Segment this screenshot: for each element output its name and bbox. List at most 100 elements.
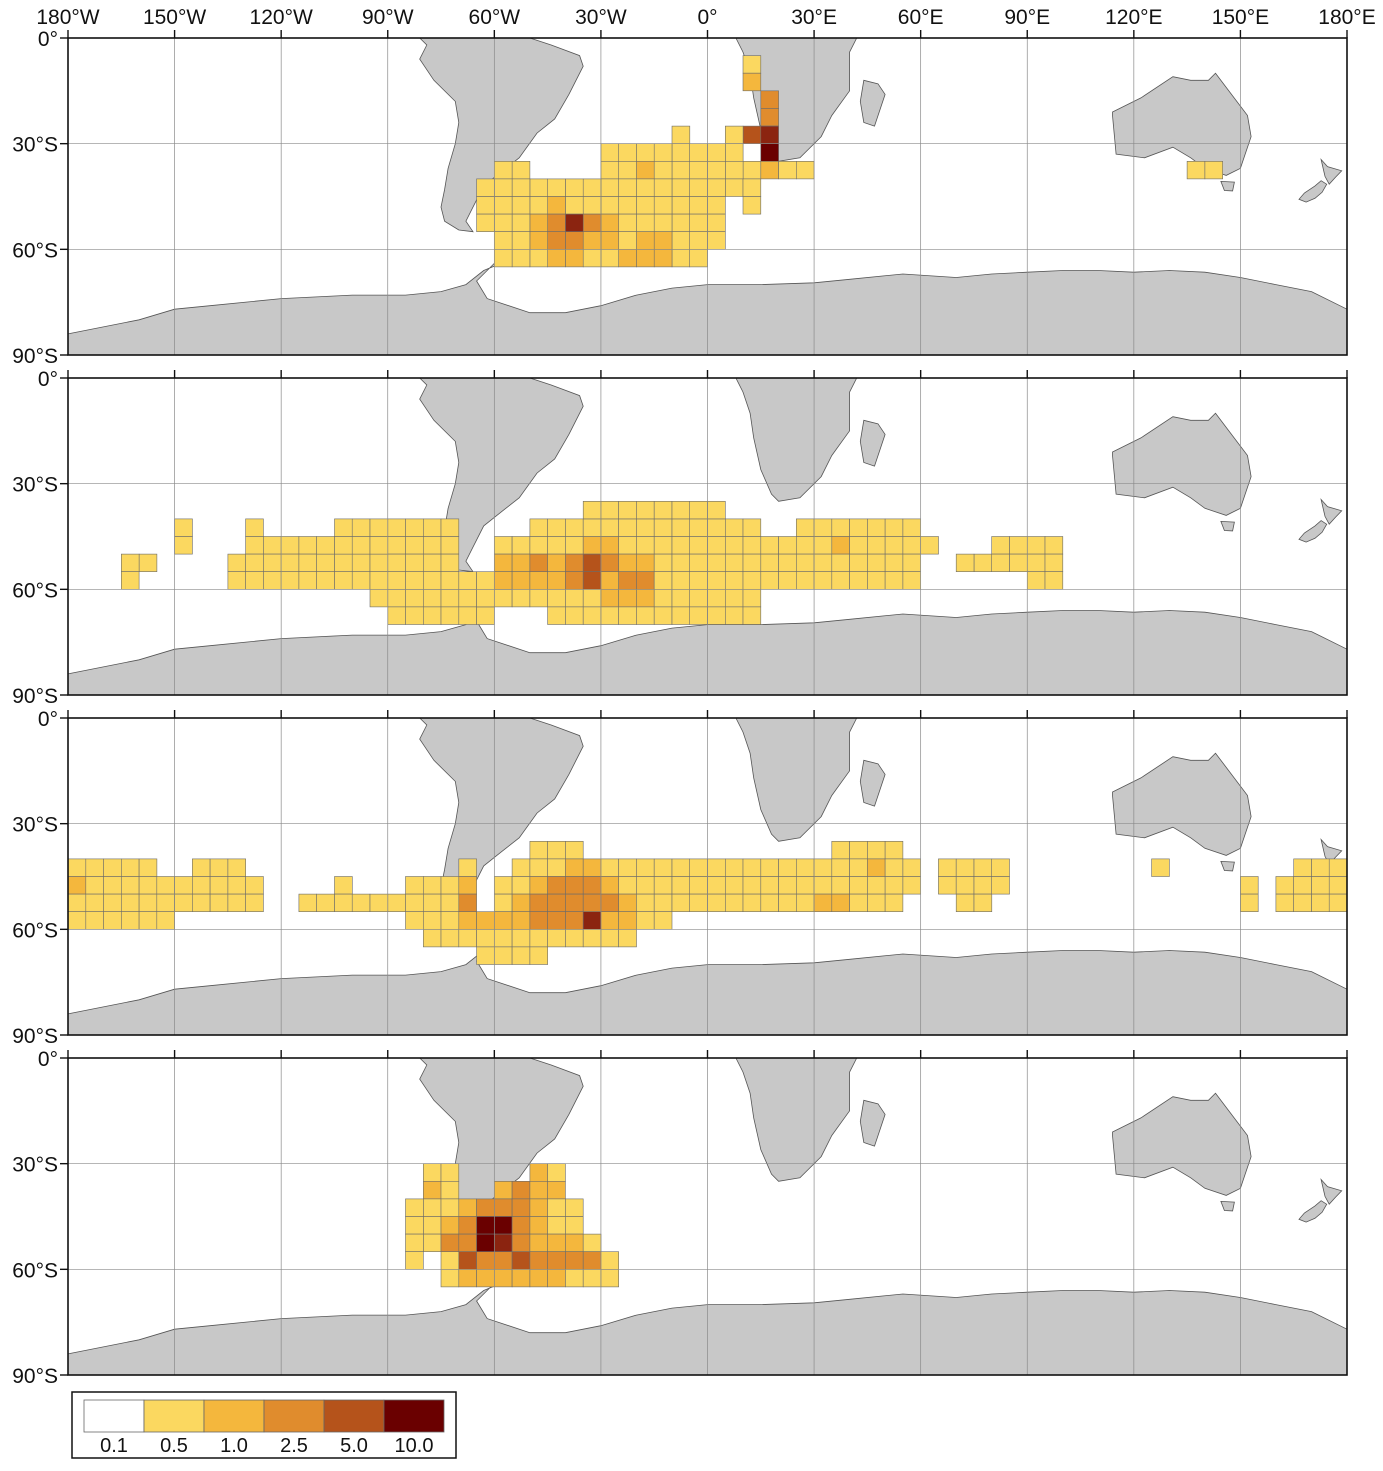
- effort-cell: [653, 213, 673, 233]
- effort-cell: [138, 553, 158, 572]
- effort-cell: [671, 553, 691, 572]
- lat-tick-label: 30°S: [12, 134, 58, 157]
- effort-cell: [867, 858, 886, 877]
- effort-cell: [671, 876, 691, 895]
- legend-swatch: [263, 1399, 325, 1433]
- effort-cell: [529, 1181, 549, 1200]
- effort-cell: [511, 178, 531, 197]
- lat-tick-label: 0°: [38, 708, 58, 731]
- effort-cell: [1204, 161, 1224, 180]
- effort-cell: [422, 893, 442, 912]
- effort-cell: [618, 161, 637, 180]
- effort-cell: [600, 249, 620, 268]
- effort-cell: [334, 893, 353, 912]
- lon-tick-label: 150°E: [1212, 6, 1269, 29]
- effort-cell: [405, 893, 424, 912]
- effort-cell: [387, 606, 406, 625]
- effort-cell: [831, 858, 850, 877]
- effort-cell: [422, 553, 442, 572]
- effort-cell: [618, 553, 637, 572]
- effort-cell: [316, 553, 335, 572]
- effort-cell: [1044, 553, 1064, 572]
- effort-cell: [795, 553, 815, 572]
- effort-cell: [529, 893, 549, 912]
- effort-cell: [369, 588, 389, 608]
- effort-cell: [1044, 536, 1064, 555]
- effort-cell: [458, 928, 477, 948]
- effort-cell: [760, 571, 779, 590]
- effort-cell: [973, 876, 993, 895]
- effort-cell: [902, 553, 922, 572]
- effort-cell: [955, 858, 975, 877]
- effort-cell: [103, 858, 122, 877]
- effort-cell: [511, 249, 531, 268]
- land-africa: [735, 377, 858, 502]
- effort-cell: [440, 571, 460, 590]
- effort-cell: [707, 143, 726, 162]
- effort-cell: [405, 1198, 424, 1217]
- effort-cell: [422, 571, 442, 590]
- effort-cell: [245, 536, 264, 555]
- effort-cell: [1240, 893, 1259, 912]
- effort-cell: [422, 536, 442, 555]
- effort-cell: [955, 893, 975, 912]
- legend-swatch: [143, 1399, 205, 1433]
- effort-cell: [405, 1251, 424, 1270]
- effort-cell: [529, 553, 549, 572]
- lon-tick-label: 90°E: [1004, 6, 1050, 29]
- effort-cell: [493, 946, 513, 965]
- effort-cell: [760, 553, 779, 572]
- effort-cell: [636, 858, 655, 877]
- effort-cell: [671, 893, 691, 912]
- effort-cell: [67, 911, 87, 930]
- effort-cell: [795, 876, 815, 895]
- effort-cell: [938, 858, 957, 877]
- effort-cell: [476, 178, 495, 197]
- effort-cell: [298, 553, 317, 572]
- effort-cell: [1293, 858, 1312, 877]
- graticule: [68, 718, 1347, 1035]
- effort-cell: [511, 536, 531, 555]
- effort-cell: [636, 213, 655, 233]
- effort-cell: [245, 893, 264, 912]
- effort-cell: [742, 518, 762, 537]
- effort-cell: [547, 536, 566, 555]
- effort-cells: [476, 55, 1224, 268]
- effort-cell: [493, 1198, 513, 1217]
- effort-cell: [653, 249, 673, 268]
- effort-cell: [547, 1198, 566, 1217]
- effort-cell: [422, 1163, 442, 1182]
- effort-cell: [476, 1198, 495, 1217]
- effort-cell: [724, 518, 744, 537]
- effort-cell: [831, 876, 850, 895]
- effort-cell: [867, 840, 886, 860]
- effort-cell: [493, 536, 513, 555]
- effort-cell: [121, 553, 140, 572]
- effort-cell: [369, 518, 389, 537]
- effort-cell: [636, 571, 655, 590]
- effort-cell: [565, 1216, 584, 1235]
- effort-cell: [440, 1216, 460, 1235]
- effort-cell: [245, 571, 264, 590]
- effort-cell: [636, 500, 655, 520]
- effort-cell: [849, 876, 868, 895]
- effort-cell: [565, 553, 584, 572]
- effort-cell: [547, 1216, 566, 1235]
- effort-cell: [582, 858, 602, 877]
- effort-cell: [405, 553, 424, 572]
- effort-cell: [689, 178, 708, 197]
- effort-cell: [707, 606, 726, 625]
- land-madagascar: [859, 1099, 886, 1147]
- effort-cell: [476, 571, 495, 590]
- effort-cell: [795, 571, 815, 590]
- effort-cell: [707, 500, 726, 520]
- effort-cell: [209, 858, 229, 877]
- effort-cell: [458, 858, 477, 877]
- effort-cell: [209, 893, 229, 912]
- effort-cell: [636, 249, 655, 268]
- effort-cell: [440, 928, 460, 948]
- effort-cell: [707, 196, 726, 215]
- effort-cell: [529, 213, 549, 233]
- effort-cell: [955, 876, 975, 895]
